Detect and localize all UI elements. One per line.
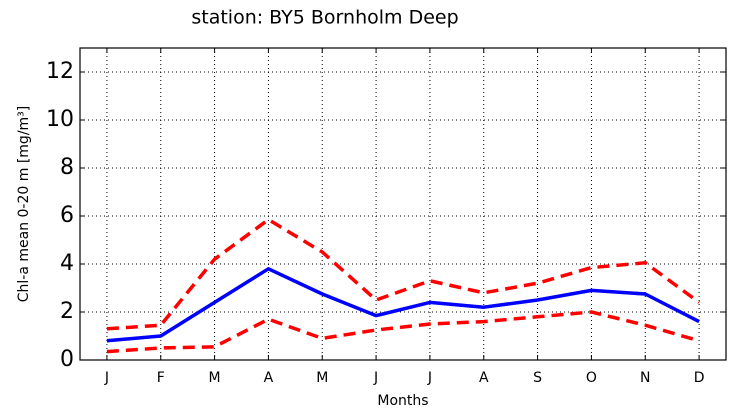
x-tick-label: F [157, 370, 165, 386]
x-tick-label: M [316, 370, 328, 386]
y-tick-label: 6 [60, 203, 74, 228]
x-axis-label: Months [377, 393, 428, 409]
x-tick-label: J [104, 370, 109, 386]
y-tick-label: 0 [60, 347, 74, 372]
plot-frame [79, 47, 727, 361]
chart-title: station: BY5 Bornholm Deep [191, 7, 458, 29]
x-tick-label: A [479, 370, 489, 386]
x-tick-label: D [694, 370, 705, 386]
x-tick-label: S [533, 370, 542, 386]
x-tick-label: J [427, 370, 432, 386]
data-line [106, 310, 700, 354]
y-tick-label: 4 [60, 251, 74, 276]
y-tick-label: 2 [60, 299, 74, 324]
y-tick-label: 8 [60, 155, 74, 180]
x-tick-label: O [586, 370, 597, 386]
x-tick-label: N [640, 370, 650, 386]
y-tick-label: 12 [46, 59, 74, 84]
data-line [106, 217, 701, 331]
data-line [106, 267, 700, 343]
x-tick-label: A [264, 370, 274, 386]
y-tick-label: 10 [46, 107, 74, 132]
y-axis-label: Chl-a mean 0-20 m [mg/m³] [16, 106, 32, 303]
x-tick-label: J [373, 370, 378, 386]
x-tick-label: M [209, 370, 221, 386]
